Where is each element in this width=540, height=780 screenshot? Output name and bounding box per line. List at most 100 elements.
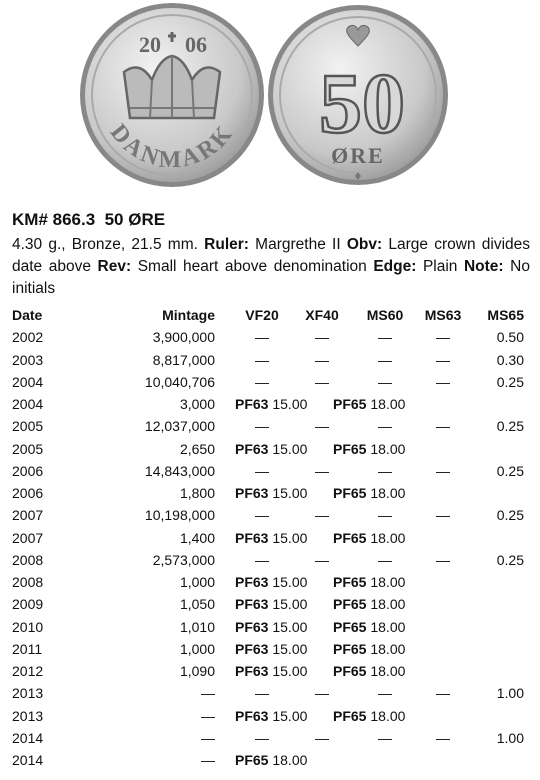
reverse-coin: 50 ØRE [268,5,448,185]
field-text: 4.30 g., Bronze, 21.5 mm. [12,236,198,253]
description: 4.30 g., Bronze, 21.5 mm. Ruler: Margret… [12,234,530,300]
proof-grade: PF63 [235,440,269,457]
proof-value: 18.00 [370,663,406,679]
price-cell: — [315,462,329,479]
price-cell: 0.25 [496,507,524,524]
price-cell: — [436,507,450,524]
mintage-cell: 1,400 [179,529,215,546]
proof-price: PF63 15.00 [235,484,307,502]
mintage-cell: — [201,685,215,702]
mintage-cell: 2,650 [179,440,215,457]
proof-value: 15.00 [272,596,308,613]
proof-price: PF65 18.00 [333,640,405,658]
proof-price: PF65 18.00 [333,529,405,547]
price-cell: — [378,462,392,479]
field-text: Margrethe II [255,236,341,253]
proof-value: 18.00 [370,640,406,657]
price-cell: — [255,551,269,568]
column-header: MS63 [424,307,462,323]
field-label: Edge: [373,258,417,275]
price-cell: 0.50 [496,329,524,346]
proof-price: PF63 15.00 [235,640,307,658]
field-label: Ruler: [204,236,249,253]
price-cell: — [315,418,329,435]
price-cell: — [378,418,392,435]
price-cell: — [255,729,269,746]
price-cell: — [378,729,392,746]
price-cell: — [436,351,450,368]
proof-value: 15.00 [272,396,308,412]
price-cell: — [378,329,392,346]
price-cell: — [378,351,392,368]
proof-grade: PF65 [333,440,367,457]
date-cell: 2014 [12,752,44,768]
proof-price: PF65 18.00 [333,662,405,680]
mintage-cell: 10,040,706 [144,373,215,390]
coin-unit: ØRE [331,143,385,168]
price-cell: — [255,373,269,390]
proof-grade: PF65 [333,618,367,635]
price-cell: — [378,507,392,524]
mintage-cell: 10,198,000 [144,507,215,524]
proof-price: PF63 15.00 [235,529,307,547]
mintage-cell: 14,843,000 [144,462,215,479]
proof-price: PF65 18.00 [333,395,405,413]
price-cell: — [315,329,329,346]
proof-grade: PF65 [333,663,367,679]
mintage-cell: 1,050 [179,596,215,613]
price-cell: — [255,685,269,702]
price-cell: — [436,729,450,746]
coin-denomination: 50 [319,55,405,151]
proof-grade: PF63 [235,574,269,590]
proof-grade: PF65 [333,574,367,590]
price-cell: — [436,685,450,702]
proof-grade: PF63 [235,707,269,724]
proof-price: PF65 18.00 [333,573,405,591]
proof-value: 18.00 [370,529,406,546]
date-cell: 2005 [12,440,44,457]
proof-value: 15.00 [272,529,308,546]
proof-grade: PF63 [235,596,269,613]
proof-grade: PF63 [235,396,269,412]
proof-price: PF63 15.00 [235,440,307,458]
price-cell: — [378,551,392,568]
field-text: Plain [422,258,458,275]
column-header: Mintage [162,307,215,323]
date-cell: 2002 [12,329,44,346]
proof-value: 15.00 [272,485,308,501]
proof-grade: PF65 [333,596,367,613]
proof-grade: PF65 [333,640,367,657]
price-cell: — [315,507,329,524]
price-cell: 1.00 [496,685,524,702]
date-cell: 2005 [12,418,44,435]
date-cell: 2006 [12,485,44,501]
mintage-cell: 1,800 [179,485,215,501]
proof-price: PF65 18.00 [333,618,405,636]
proof-price: PF63 15.00 [235,618,307,636]
date-cell: 2003 [12,351,44,368]
proof-price: PF63 15.00 [235,707,307,725]
column-header: MS60 [366,307,404,323]
proof-value: 18.00 [370,707,406,724]
date-cell: 2010 [12,618,44,635]
price-cell: 0.25 [496,462,524,479]
mintage-cell: 8,817,000 [152,351,215,368]
mintage-cell: — [201,707,215,724]
date-cell: 2008 [12,574,44,590]
mintage-cell: — [201,752,215,768]
proof-grade: PF63 [235,485,269,501]
price-cell: — [255,418,269,435]
date-cell: 2012 [12,663,44,679]
proof-price: PF63 15.00 [235,573,307,591]
price-cell: — [255,462,269,479]
proof-grade: PF63 [235,618,269,635]
price-cell: — [315,729,329,746]
mintage-cell: 12,037,000 [144,418,215,435]
proof-price: PF65 18.00 [333,440,405,458]
price-cell: — [255,329,269,346]
proof-price: PF63 15.00 [235,395,307,413]
proof-grade: PF65 [333,707,367,724]
field-text: Small heart above denomination [137,258,367,275]
price-cell: — [315,551,329,568]
